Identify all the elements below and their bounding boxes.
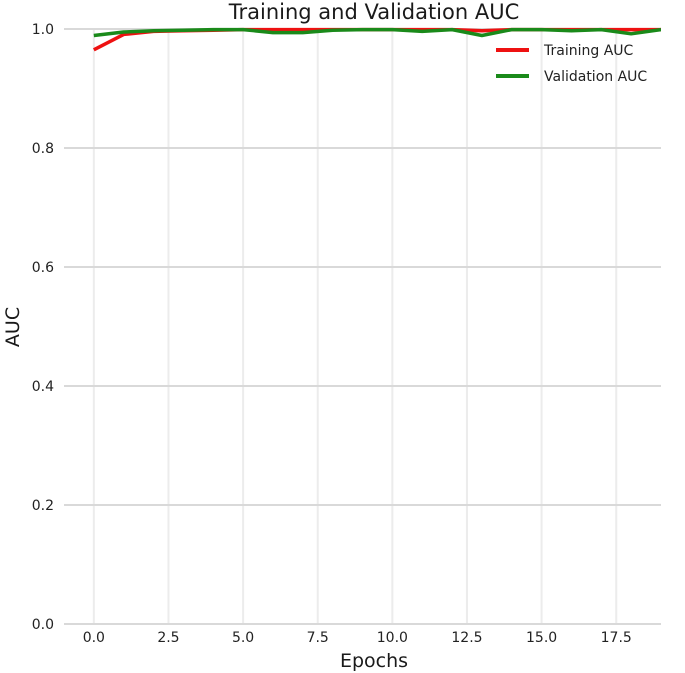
series-line-validation-auc xyxy=(93,27,661,38)
x-tick-label: 12.5 xyxy=(451,630,482,646)
tick-labels: 0.0 2.5 5.0 7.5 10.0 12.5 15.0 17.5 0.0 0.2 0.4 0.6… xyxy=(32,22,632,646)
legend-label-training-auc: Training AUC xyxy=(543,43,634,59)
x-tick-label: 5.0 xyxy=(232,630,254,646)
legend-label-validation-auc: Validation AUC xyxy=(544,69,647,85)
chart-title: Training and Validation AUC xyxy=(228,0,520,24)
y-tick-label: 0.2 xyxy=(32,498,54,514)
x-tick-label: 17.5 xyxy=(601,630,632,646)
x-axis-label: Epochs xyxy=(340,650,408,672)
y-tick-label: 0.0 xyxy=(32,617,54,633)
series-lines xyxy=(92,27,661,52)
y-tick-label: 0.6 xyxy=(32,260,54,276)
grid xyxy=(64,28,661,625)
x-tick-label: 15.0 xyxy=(526,630,557,646)
y-tick-label: 1.0 xyxy=(32,22,54,38)
x-tick-label: 7.5 xyxy=(307,630,329,646)
x-tick-label: 0.0 xyxy=(83,630,105,646)
y-tick-label: 0.8 xyxy=(32,141,54,157)
legend: Training AUC Validation AUC xyxy=(496,43,647,85)
x-tick-label: 2.5 xyxy=(157,630,179,646)
y-axis-label: AUC xyxy=(2,307,24,347)
x-tick-label: 10.0 xyxy=(377,630,408,646)
y-tick-label: 0.4 xyxy=(32,379,54,395)
